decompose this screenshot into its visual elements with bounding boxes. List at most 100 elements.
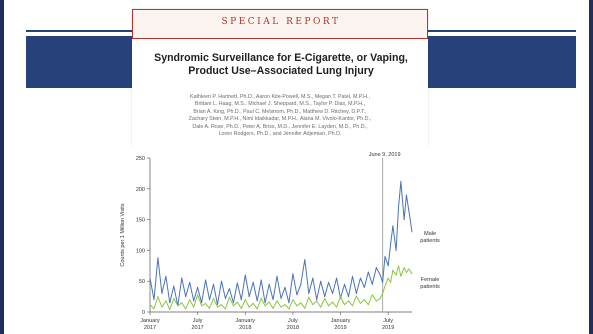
x-tick-label-year: 2019	[382, 325, 394, 331]
male-series-label-line-2: patients	[420, 238, 440, 244]
male-patients-data-point	[256, 300, 258, 302]
male-patients-data-point	[173, 285, 175, 287]
female-patients-data-point	[193, 306, 195, 308]
female-patients-data-point	[347, 300, 349, 302]
female-patients-data-point	[197, 294, 199, 296]
male-patients-data-point	[308, 293, 310, 295]
male-patients-data-point	[332, 293, 334, 295]
male-patients-data-point	[193, 300, 195, 302]
female-patients-data-point	[201, 305, 203, 307]
female-patients-data-point	[157, 296, 159, 298]
female-patients-data-point	[161, 306, 163, 308]
female-patients-data-point	[308, 296, 310, 298]
male-patients-data-point	[288, 302, 290, 304]
female-patients-data-point	[236, 301, 238, 303]
female-patients-data-point	[300, 302, 302, 304]
male-patients-data-point	[268, 283, 270, 285]
male-patients-data-point	[392, 225, 394, 227]
x-tick-label-month: July	[193, 318, 203, 324]
female-patients-data-point	[304, 307, 306, 309]
article-header-image: SPECIAL REPORT Syndromic Surveillance fo…	[132, 9, 428, 146]
female-patients-data-point	[316, 300, 318, 302]
male-patients-data-point	[387, 265, 389, 267]
female-patients-data-point	[153, 308, 155, 310]
female-patients-data-point	[165, 300, 167, 302]
male-patients-data-point	[201, 302, 203, 304]
y-axis-label: Counts per 1 Million Visits	[120, 203, 126, 266]
male-patients-data-point	[312, 277, 314, 279]
female-patients-data-point	[379, 297, 381, 299]
male-patients-data-point	[351, 275, 353, 277]
slide-border-right	[589, 0, 593, 334]
female-patients-data-point	[355, 295, 357, 297]
female-patients-data-point	[256, 308, 258, 310]
male-patients-data-point	[300, 283, 302, 285]
male-patients-data-point	[224, 297, 226, 299]
female-patients-data-point	[351, 305, 353, 307]
male-patients-data-point	[165, 275, 167, 277]
x-tick-label-year: 2018	[287, 325, 299, 331]
male-patients-data-point	[220, 280, 222, 282]
female-patients-data-point	[224, 308, 226, 310]
female-patients-data-point	[324, 297, 326, 299]
male-patients-data-point	[408, 209, 410, 211]
male-patients-data-point	[260, 279, 262, 281]
female-patients-data-point	[240, 307, 242, 309]
male-patients-data-point	[252, 281, 254, 283]
female-patients-data-point	[320, 306, 322, 308]
male-patients-data-point	[209, 299, 211, 301]
female-patients-data-point	[220, 304, 222, 306]
male-patients-data-point	[316, 299, 318, 301]
female-patients-data-point	[276, 300, 278, 302]
male-patients-data-point	[284, 286, 286, 288]
author-line: Loren Rodgers, Ph.D., and Jennifer Adjem…	[218, 131, 342, 138]
female-patients-data-point	[411, 273, 413, 275]
female-patients-data-point	[382, 293, 384, 295]
y-tick-label: 0	[142, 310, 145, 316]
female-patients-data-point	[272, 307, 274, 309]
female-patients-data-point	[216, 306, 218, 308]
female-patients-data-point	[260, 297, 262, 299]
male-patients-series-line	[149, 180, 413, 307]
article-title: Syndromic Surveillance for E-Cigarette, …	[146, 52, 416, 78]
male-patients-data-point	[379, 274, 381, 276]
female-patients-data-point	[375, 300, 377, 302]
x-tick-label-year: 2018	[239, 325, 251, 331]
female-patients-data-point	[181, 302, 183, 304]
female-patients-data-point	[340, 296, 342, 298]
female-patients-data-point	[209, 307, 211, 309]
male-patients-data-point	[272, 299, 274, 301]
male-patients-data-point	[169, 302, 171, 304]
y-tick-label: 150	[136, 218, 145, 224]
female-patients-data-point	[359, 302, 361, 304]
female-patients-data-point	[177, 305, 179, 307]
article-title-line-2: Product Use–Associated Lung Injury	[188, 65, 374, 77]
female-patients-data-point	[292, 299, 294, 301]
female-patients-data-point	[390, 281, 392, 283]
male-patients-data-point	[185, 296, 187, 298]
female-patients-data-point	[248, 306, 250, 308]
male-patients-data-point	[363, 286, 365, 288]
female-patients-data-point	[169, 309, 171, 311]
y-tick-label: 50	[139, 279, 145, 285]
female-patients-data-point	[185, 308, 187, 310]
author-line: Brian A. King, Ph.D., Paul C. Melstrom, …	[193, 108, 367, 115]
female-patients-data-point	[232, 305, 234, 307]
author-line: Brittani L. Haag, M.S., Michael J. Shepp…	[194, 101, 366, 108]
female-patients-series-line	[149, 265, 413, 310]
female-patients-data-point	[371, 294, 373, 296]
male-patients-data-point	[232, 302, 234, 304]
male-patients-data-point	[244, 274, 246, 276]
male-patients-data-point	[384, 256, 386, 258]
male-patients-data-point	[296, 294, 298, 296]
author-line: Dale A. Rose, Ph.D., Peter A. Briss, M.D…	[192, 123, 368, 130]
male-patients-data-point	[320, 280, 322, 282]
x-tick-label-month: January	[235, 318, 255, 324]
female-patients-data-point	[252, 302, 254, 304]
female-patients-data-point	[387, 277, 389, 279]
female-patients-data-point	[363, 299, 365, 301]
article-title-line-1: Syndromic Surveillance for E-Cigarette, …	[154, 52, 408, 64]
female-patients-data-point	[403, 267, 405, 269]
y-tick-label: 250	[136, 156, 145, 162]
